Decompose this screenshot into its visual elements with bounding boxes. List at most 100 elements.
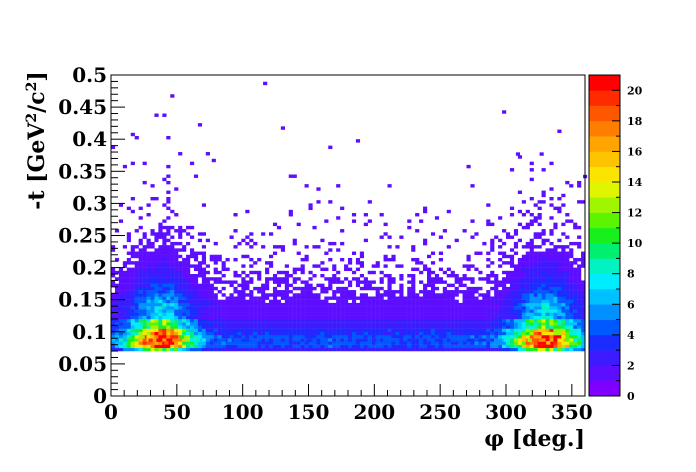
heatmap-cell [565,331,570,336]
heatmap-cell [166,338,171,342]
heatmap-cell [466,328,471,332]
heatmap-cell [197,123,203,127]
heatmap-cell [541,257,546,262]
heatmap-cell [193,254,199,259]
heatmap-cell [438,309,443,313]
heatmap-cell [142,322,147,326]
heatmap-cell [111,312,116,316]
heatmap-cell [257,306,262,310]
heatmap-cell [225,322,230,326]
heatmap-cell [284,293,289,297]
heatmap-cell [118,280,124,284]
heatmap-cell [300,341,305,345]
heatmap-cell [170,280,175,284]
heatmap-cell [529,251,534,255]
heatmap-cell [541,190,546,194]
heatmap-cell [411,267,416,272]
heatmap-cell [434,344,440,349]
heatmap-cell [269,338,274,342]
heatmap-cell [138,248,143,252]
heatmap-cell [126,338,131,342]
heatmap-cell [272,347,278,352]
heatmap-cell [205,277,210,281]
heatmap-cell [509,213,515,217]
heatmap-cell [225,328,230,332]
heatmap-cell [292,325,297,329]
heatmap-cell [197,335,203,339]
heatmap-cell [316,325,321,329]
heatmap-cell [205,312,210,316]
heatmap-cell [288,347,293,352]
heatmap-cell [253,270,258,275]
heatmap-cell [379,270,384,275]
heatmap-cell [178,232,183,236]
heatmap-cell [174,293,179,297]
heatmap-cell [355,280,361,284]
heatmap-cell [494,280,499,284]
heatmap-cell [205,283,210,288]
heatmap-cell [170,341,175,345]
heatmap-cell [154,196,159,201]
heatmap-cell [462,299,467,304]
heatmap-cell [249,331,254,336]
heatmap-cell [340,280,345,284]
heatmap-cell [138,338,143,342]
heatmap-cell [474,331,479,336]
heatmap-cell [174,325,179,329]
heatmap-cell [324,296,329,300]
heatmap-cell [450,293,455,297]
heatmap-cell [316,335,321,339]
heatmap-cell [351,338,357,342]
heatmap-cell [383,264,388,268]
heatmap-cell [442,325,447,329]
heatmap-cell [237,325,242,329]
heatmap-cell [438,338,443,342]
heatmap-cell [146,341,151,345]
heatmap-cell [573,344,578,349]
heatmap-cell [166,315,171,320]
heatmap-cell [541,267,546,272]
heatmap-cell [537,251,542,255]
heatmap-cell [328,296,333,300]
heatmap-cell [134,328,139,332]
heatmap-cell [174,264,179,268]
heatmap-cell [513,347,519,352]
heatmap-cell [320,322,325,326]
heatmap-cell [114,270,120,275]
heatmap-cell [138,312,143,316]
heatmap-cell [446,274,451,278]
heatmap-cell [197,267,203,272]
heatmap-cell [233,335,238,339]
heatmap-cell [245,328,250,332]
heatmap-cell [513,302,519,307]
heatmap-cell [225,309,230,313]
heatmap-cell [498,309,503,313]
heatmap-cell [351,322,357,326]
heatmap-cell [193,280,199,284]
heatmap-cell [225,318,230,323]
heatmap-cell [529,267,534,272]
heatmap-cell [466,335,471,339]
heatmap-cell [265,261,270,265]
heatmap-cell [541,293,546,297]
heatmap-cell [509,280,515,284]
heatmap-cell [138,251,143,255]
heatmap-cell [430,312,436,316]
heatmap-cell [438,280,443,284]
heatmap-cell [434,286,440,291]
heatmap-cell [513,315,519,320]
heatmap-cell [213,302,218,307]
heatmap-cell [233,338,238,342]
heatmap-cell [126,277,131,281]
heatmap-cell [383,306,388,310]
heatmap-cell [379,347,384,352]
heatmap-cell [118,338,124,342]
heatmap-cell [478,251,483,255]
heatmap-cell [122,338,127,342]
heatmap-cell [573,286,578,291]
heatmap-cell [454,293,459,297]
heatmap-cell [154,267,159,272]
heatmap-cell [407,219,412,223]
heatmap-cell [170,248,175,252]
heatmap-cell [213,296,218,300]
